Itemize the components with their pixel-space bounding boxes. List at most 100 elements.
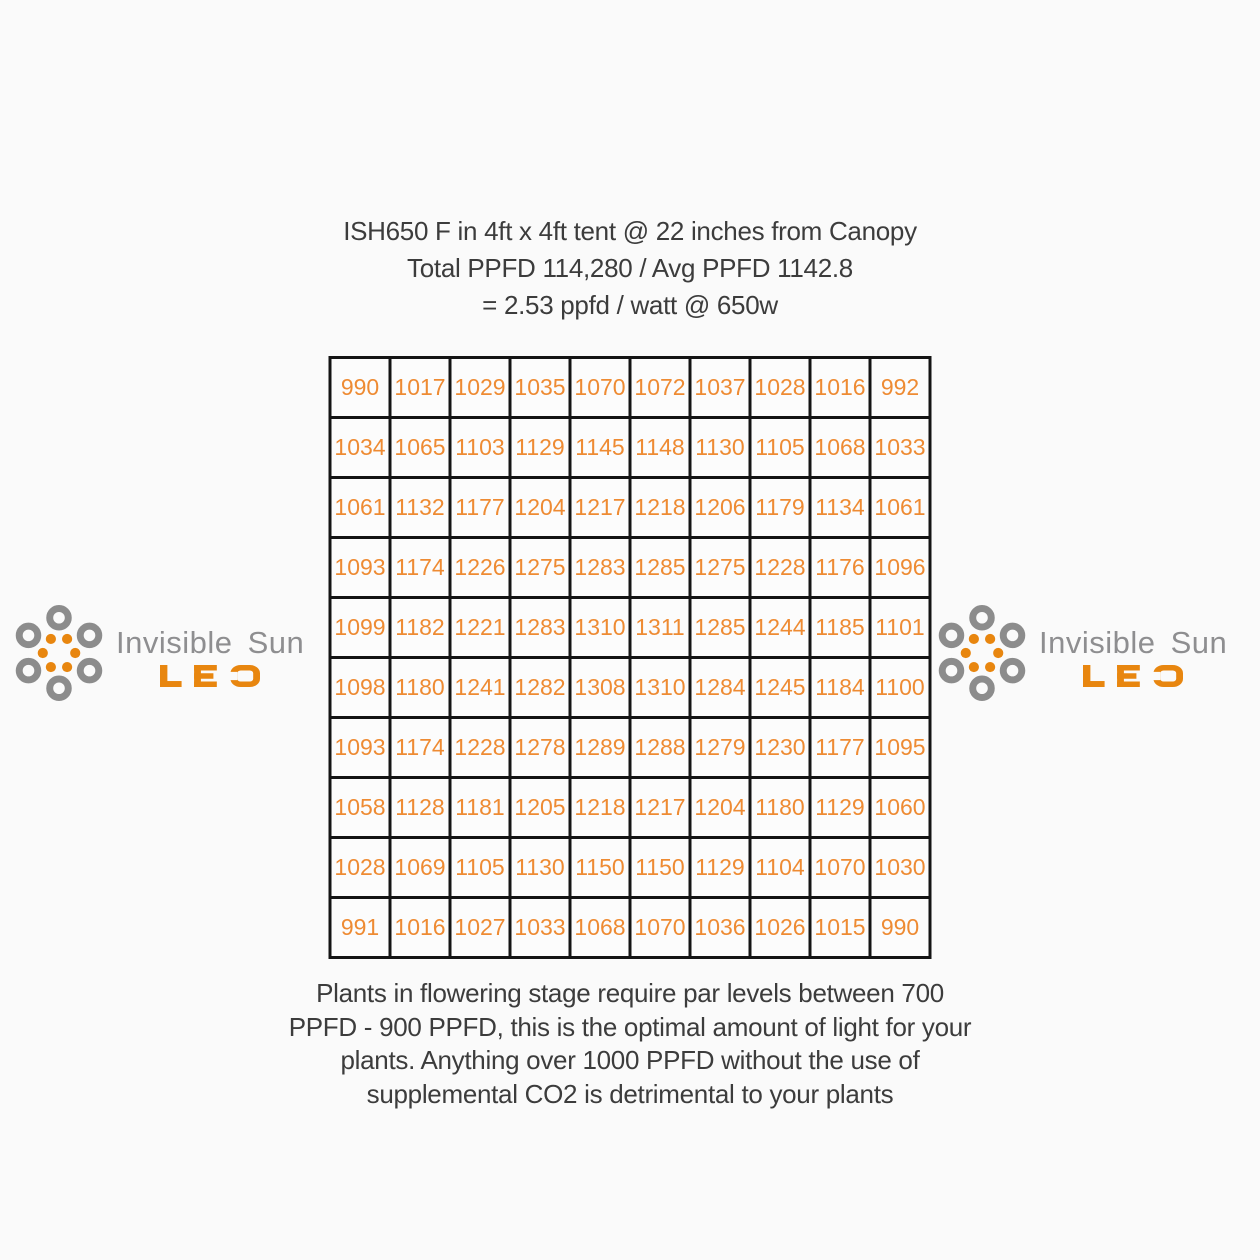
- ppfd-cell: 1103: [448, 416, 512, 479]
- ppfd-cell: 1283: [508, 596, 572, 659]
- ppfd-cell: 1282: [508, 656, 572, 719]
- ppfd-cell: 1181: [448, 776, 512, 839]
- logo-name: Invisible Sun: [116, 624, 305, 660]
- ppfd-cell: 1105: [748, 416, 812, 479]
- ppfd-cell: 1176: [808, 536, 872, 599]
- sun-flower-icon: [938, 605, 1026, 701]
- ppfd-cell: 1060: [868, 776, 932, 839]
- ppfd-cell: 1034: [328, 416, 392, 479]
- ppfd-cell: 1244: [748, 596, 812, 659]
- ppfd-cell: 1205: [508, 776, 572, 839]
- ppfd-cell: 1098: [328, 656, 392, 719]
- grid-row: 1093 1174 1228 1278 1289 1288 1279 1230 1177 1095: [328, 716, 932, 779]
- led-wordmark-icon: [160, 664, 261, 687]
- ppfd-cell: 1093: [328, 716, 392, 779]
- chart-title-block: ISH650 F in 4ft x 4ft tent @ 22 inches f…: [0, 213, 1260, 324]
- ppfd-cell: 1150: [568, 836, 632, 899]
- ppfd-cell: 1148: [628, 416, 692, 479]
- ppfd-cell: 1016: [388, 896, 452, 959]
- logo-text-block: Invisible Sun: [1039, 624, 1228, 687]
- ppfd-cell: 1179: [748, 476, 812, 539]
- ppfd-cell: 1030: [868, 836, 932, 899]
- sun-flower-icon: [15, 605, 103, 701]
- grid-row: 1093 1174 1226 1275 1283 1285 1275 1228 1176 1096: [328, 536, 932, 599]
- ppfd-cell: 1275: [688, 536, 752, 599]
- ppfd-cell: 1180: [748, 776, 812, 839]
- ppfd-cell: 1130: [508, 836, 572, 899]
- footer-line: Plants in flowering stage require par le…: [316, 978, 944, 1008]
- ppfd-cell: 1037: [688, 356, 752, 419]
- ppfd-cell: 1311: [628, 596, 692, 659]
- ppfd-cell: 1217: [568, 476, 632, 539]
- ppfd-cell: 990: [328, 356, 392, 419]
- ppfd-cell: 1289: [568, 716, 632, 779]
- orange-center-dots: [37, 633, 81, 673]
- grid-row: 990 1017 1029 1035 1070 1072 1037 1028 1016 992: [328, 356, 932, 419]
- ppfd-cell: 1036: [688, 896, 752, 959]
- ppfd-cell: 1099: [328, 596, 392, 659]
- ppfd-cell: 1058: [328, 776, 392, 839]
- ppfd-cell: 1129: [688, 836, 752, 899]
- ppfd-cell: 1101: [868, 596, 932, 659]
- ppfd-cell: 1105: [448, 836, 512, 899]
- ppfd-cell: 1185: [808, 596, 872, 659]
- ppfd-cell: 1218: [628, 476, 692, 539]
- grid-row: 991 1016 1027 1033 1068 1070 1036 1026 1015 990: [328, 896, 932, 959]
- ppfd-cell: 1284: [688, 656, 752, 719]
- grid-row: 1061 1132 1177 1204 1217 1218 1206 1179 1134 1061: [328, 476, 932, 539]
- ppfd-cell: 1029: [448, 356, 512, 419]
- ppfd-cell: 1204: [688, 776, 752, 839]
- footer-line: plants. Anything over 1000 PPFD without …: [340, 1045, 920, 1075]
- ppfd-cell: 992: [868, 356, 932, 419]
- ppfd-cell: 1129: [808, 776, 872, 839]
- ppfd-cell: 1221: [448, 596, 512, 659]
- orange-center-dots: [960, 633, 1004, 673]
- ppfd-cell: 1177: [448, 476, 512, 539]
- ppfd-cell: 1026: [748, 896, 812, 959]
- ppfd-cell: 1308: [568, 656, 632, 719]
- ppfd-cell: 1145: [568, 416, 632, 479]
- footer-line: PPFD - 900 PPFD, this is the optimal amo…: [288, 1011, 972, 1042]
- ppfd-cell: 1245: [748, 656, 812, 719]
- logo-name: Invisible Sun: [1039, 624, 1228, 660]
- ppfd-cell: 1241: [448, 656, 512, 719]
- ppfd-cell: 1100: [868, 656, 932, 719]
- invisible-sun-logo-right: Invisible Sun: [931, 602, 1227, 704]
- ppfd-cell: 1028: [328, 836, 392, 899]
- ppfd-cell: 1028: [748, 356, 812, 419]
- ppfd-cell: 1310: [568, 596, 632, 659]
- ppfd-cell: 1218: [568, 776, 632, 839]
- ppfd-cell: 1065: [388, 416, 452, 479]
- ppfd-grid-body: 990 1017 1029 1035 1070 1072 1037 1028 1016 992 10…: [328, 356, 932, 959]
- ppfd-cell: 1226: [448, 536, 512, 599]
- ppfd-cell: 1278: [508, 716, 572, 779]
- ppfd-cell: 990: [868, 896, 932, 959]
- ppfd-grid-wrap: 990 1017 1029 1035 1070 1072 1037 1028 1016 992 10…: [328, 356, 932, 959]
- ppfd-cell: 1204: [508, 476, 572, 539]
- ppfd-cell: 1285: [688, 596, 752, 659]
- ppfd-cell: 1182: [388, 596, 452, 659]
- ppfd-cell: 1033: [508, 896, 572, 959]
- ppfd-cell: 991: [328, 896, 392, 959]
- ppfd-cell: 1174: [388, 536, 452, 599]
- ppfd-cell: 1015: [808, 896, 872, 959]
- ppfd-cell: 1096: [868, 536, 932, 599]
- ppfd-cell: 1228: [748, 536, 812, 599]
- ppfd-cell: 1132: [388, 476, 452, 539]
- ppfd-cell: 1275: [508, 536, 572, 599]
- ppfd-cell: 1027: [448, 896, 512, 959]
- ppfd-cell: 1068: [568, 896, 632, 959]
- title-line-3: = 2.53 ppfd / watt @ 650w: [482, 290, 778, 320]
- gray-petal-rings: [15, 605, 103, 701]
- ppfd-cell: 1061: [328, 476, 392, 539]
- ppfd-cell: 1017: [388, 356, 452, 419]
- title-line-1: ISH650 F in 4ft x 4ft tent @ 22 inches f…: [343, 216, 917, 246]
- ppfd-cell: 1070: [568, 356, 632, 419]
- ppfd-cell: 1279: [688, 716, 752, 779]
- ppfd-cell: 1129: [508, 416, 572, 479]
- ppfd-grid: 990 1017 1029 1035 1070 1072 1037 1028 1016 992 10…: [328, 356, 932, 959]
- grid-row: 1034 1065 1103 1129 1145 1148 1130 1105 1068 1033: [328, 416, 932, 479]
- footer-line: supplemental CO2 is detrimental to your …: [366, 1078, 894, 1109]
- ppfd-cell: 1035: [508, 356, 572, 419]
